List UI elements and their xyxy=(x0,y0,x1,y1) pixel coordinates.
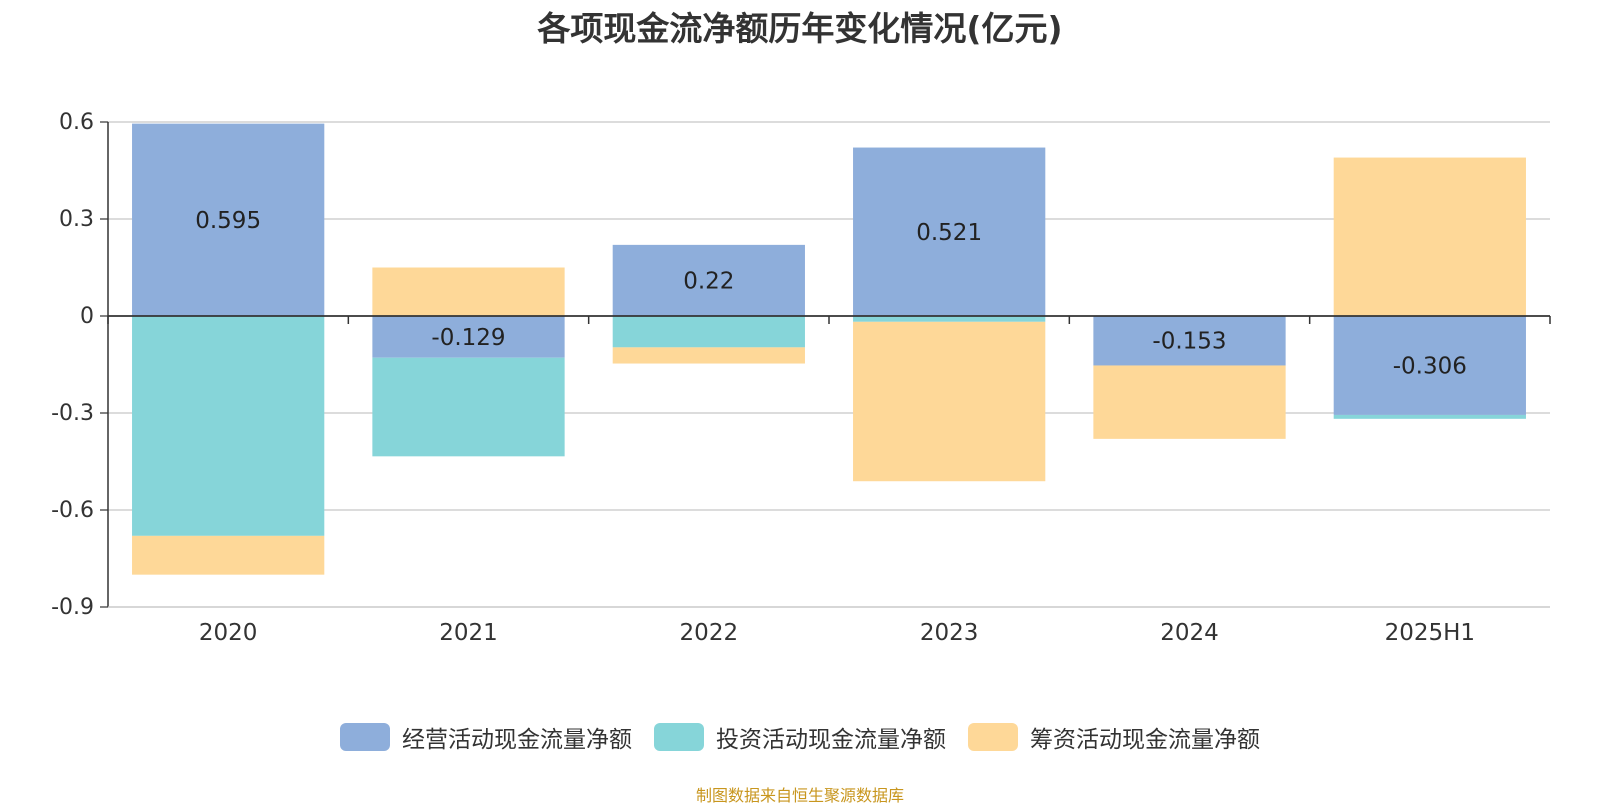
bar-segment-2 xyxy=(132,316,325,536)
x-tick-label: 2020 xyxy=(199,620,258,646)
bar-segment-3 xyxy=(853,321,1046,482)
bar-chart: 0.6 0.3 0 -0.3 -0.6 -0.9 0.595 -0.129 0.22 0.521 -… xyxy=(51,110,1551,646)
x-tick-label: 2025H1 xyxy=(1385,620,1475,646)
bar-segment-1 xyxy=(853,147,1046,316)
legend-label: 经营活动现金流量净额 xyxy=(402,727,632,753)
bar-segment-1 xyxy=(372,316,565,358)
data-label: -0.153 xyxy=(1152,329,1226,355)
data-label: 0.521 xyxy=(916,220,982,246)
x-tick-label: 2023 xyxy=(920,620,979,646)
source-note: 制图数据来自恒生聚源数据库 xyxy=(695,786,904,805)
bar-segment-2 xyxy=(1333,414,1526,419)
bar-segment-2 xyxy=(612,316,805,348)
data-label: 0.22 xyxy=(683,268,734,294)
data-label: -0.129 xyxy=(431,325,505,351)
data-label: -0.306 xyxy=(1393,353,1467,379)
data-label: 0.595 xyxy=(195,208,261,234)
legend-swatch xyxy=(968,723,1018,751)
x-tick-label: 2022 xyxy=(680,620,739,646)
legend-swatch xyxy=(340,723,390,751)
bar-segment-2 xyxy=(372,357,565,457)
chart-title: 各项现金流净额历年变化情况(亿元) xyxy=(537,9,1063,48)
x-tick-label: 2021 xyxy=(439,620,498,646)
bar-segment-1 xyxy=(132,123,325,316)
y-tick-label: 0 xyxy=(80,304,94,329)
legend-item[interactable]: 投资活动现金流量净额 xyxy=(654,720,946,754)
legend-item[interactable]: 筹资活动现金流量净额 xyxy=(968,720,1260,754)
bar-segment-3 xyxy=(612,347,805,364)
x-tick-label: 2024 xyxy=(1160,620,1219,646)
y-tick-label: 0.6 xyxy=(59,110,94,135)
bar-segment-2 xyxy=(853,316,1046,322)
bar-segment-1 xyxy=(1333,316,1526,415)
y-tick-label: -0.6 xyxy=(51,498,94,523)
bar-segment-1 xyxy=(612,244,805,316)
bar-segment-3 xyxy=(132,535,325,575)
bar-segment-3 xyxy=(372,267,565,316)
y-tick-label: -0.9 xyxy=(51,595,94,620)
legend-label: 投资活动现金流量净额 xyxy=(716,727,946,753)
bar-segment-1 xyxy=(1093,316,1286,366)
legend-swatch xyxy=(654,723,704,751)
y-tick-label: -0.3 xyxy=(51,401,94,426)
legend: 经营活动现金流量净额 投资活动现金流量净额 筹资活动现金流量净额 xyxy=(0,720,1600,754)
legend-label: 筹资活动现金流量净额 xyxy=(1030,727,1260,753)
bar-segment-3 xyxy=(1093,365,1286,439)
y-tick-label: 0.3 xyxy=(59,207,94,232)
bar-segment-3 xyxy=(1333,157,1526,316)
legend-item[interactable]: 经营活动现金流量净额 xyxy=(340,720,632,754)
